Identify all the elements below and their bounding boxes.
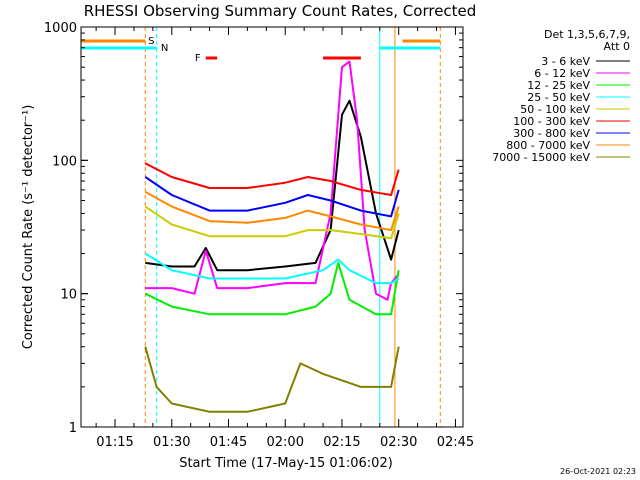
y-tick-label: 1000 (44, 21, 77, 36)
legend-label-6: 300 - 800 keV (513, 127, 590, 140)
x-tick-label: 02:15 (323, 435, 360, 450)
y-tick-label: 10 (60, 288, 77, 303)
series-line-8 (144, 346, 400, 413)
y-tick-label: 100 (52, 154, 77, 169)
flag-n-label: N (161, 43, 168, 54)
plot-frame (80, 26, 464, 428)
legend-header-1: Att 0 (604, 40, 630, 53)
legend-header-0: Det 1,3,5,6,7,9, (544, 28, 630, 41)
timestamp-label: 26-Oct-2021 02:23 (560, 467, 636, 476)
legend-label-4: 50 - 100 keV (520, 103, 590, 116)
series-line-7 (144, 191, 400, 232)
y-axis-label: Corrected Count Rate (s⁻¹ detector⁻¹) (21, 105, 36, 350)
x-tick-label: 02:30 (380, 435, 417, 450)
plot-area: SN F (80, 27, 441, 427)
x-tick-label: 01:30 (153, 435, 190, 450)
chart-title: RHESSI Observing Summary Count Rates, Co… (84, 2, 477, 20)
legend-label-1: 6 - 12 keV (534, 67, 590, 80)
y-tick-label: 1 (69, 421, 77, 436)
legend-label-8: 7000 - 15000 keV (492, 151, 590, 164)
series-line-4 (144, 205, 400, 240)
legend-label-7: 800 - 7000 keV (506, 139, 590, 152)
legend-label-2: 12 - 25 keV (527, 79, 590, 92)
series-line-1 (145, 60, 400, 301)
x-tick-label: 02:45 (437, 435, 474, 450)
x-tick-label: 01:45 (210, 435, 247, 450)
series-line-3 (144, 252, 400, 285)
series-line-6 (144, 176, 400, 218)
x-tick-label: 02:00 (267, 435, 304, 450)
flag-f-label: F (195, 53, 201, 64)
x-tick-label: 01:15 (96, 435, 133, 450)
series-line-0 (145, 99, 400, 272)
x-axis-label: Start Time (17-May-15 01:06:02) (179, 456, 393, 471)
legend-label-5: 100 - 300 keV (513, 115, 590, 128)
series-line-5 (144, 162, 400, 196)
legend-label-0: 3 - 6 keV (541, 55, 590, 68)
series-line-2 (144, 261, 400, 316)
axes: 1 10 100 1000 01:15 01:30 01:45 02:00 02:15 02:30… (44, 21, 474, 450)
flag-s-label: S (148, 36, 154, 47)
legend-label-3: 25 - 50 keV (527, 91, 590, 104)
